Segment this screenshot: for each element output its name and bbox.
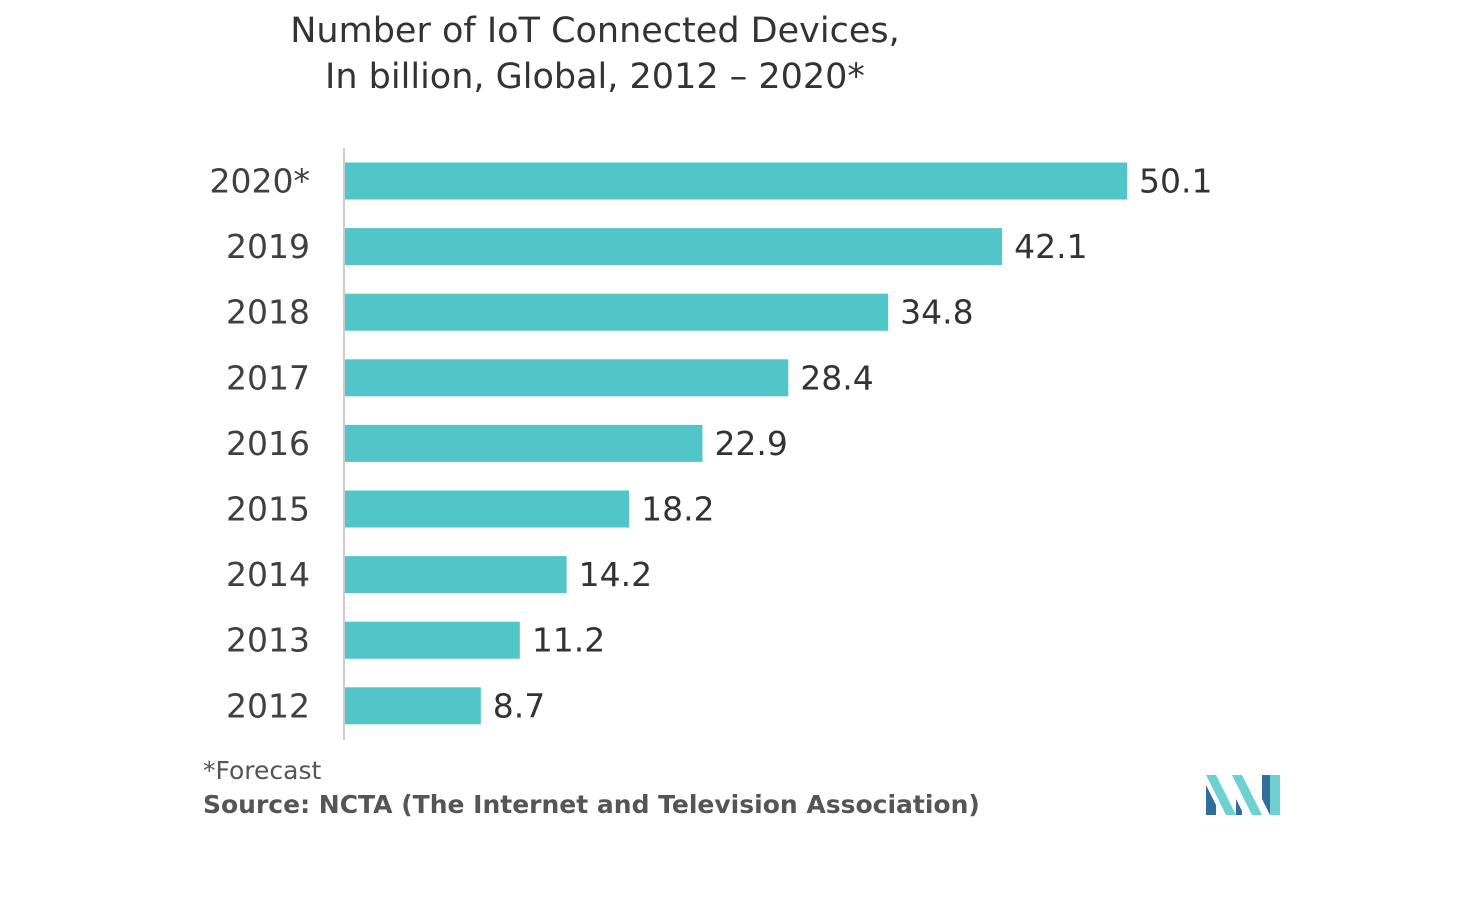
data-label: 8.7 bbox=[493, 686, 545, 725]
data-label: 34.8 bbox=[900, 293, 973, 332]
y-tick-label: 2014 bbox=[226, 555, 310, 594]
logo-shape-right bbox=[1262, 775, 1270, 815]
logo-shape-left bbox=[1206, 775, 1236, 815]
bar-2019 bbox=[345, 228, 1003, 266]
y-tick-label: 2015 bbox=[226, 490, 310, 529]
data-label: 28.4 bbox=[800, 358, 873, 397]
bar-2020 bbox=[345, 162, 1127, 200]
y-tick-label: 2018 bbox=[226, 293, 310, 332]
logo-shape-center-dark bbox=[1236, 799, 1242, 815]
y-tick-label: 2019 bbox=[226, 227, 310, 266]
chart-title-line-2: In billion, Global, 2012 – 2020* bbox=[325, 57, 865, 97]
data-label: 50.1 bbox=[1139, 162, 1212, 201]
data-label: 14.2 bbox=[579, 555, 652, 594]
bar-2015 bbox=[345, 490, 630, 528]
data-label: 18.2 bbox=[641, 490, 714, 529]
y-tick-label: 2013 bbox=[226, 621, 310, 660]
source-note: Source: NCTA (The Internet and Televisio… bbox=[203, 790, 980, 819]
logo-shape-mid-dark bbox=[1206, 785, 1216, 815]
y-tick-label: 2020* bbox=[210, 162, 310, 201]
logo-shape-center bbox=[1232, 775, 1262, 815]
data-label: 22.9 bbox=[714, 424, 787, 463]
mordor-intelligence-logo-icon bbox=[1206, 775, 1280, 815]
data-label: 11.2 bbox=[532, 621, 605, 660]
logo-shape-right-light bbox=[1270, 775, 1280, 815]
data-label: 42.1 bbox=[1014, 227, 1087, 266]
y-tick-label: 2012 bbox=[226, 686, 310, 725]
bar-2016 bbox=[345, 424, 703, 462]
chart-title-line-1: Number of IoT Connected Devices, bbox=[290, 11, 900, 51]
bar-2012 bbox=[345, 687, 481, 725]
y-tick-label: 2017 bbox=[226, 358, 310, 397]
chart-title: Number of IoT Connected Devices, In bill… bbox=[200, 8, 990, 100]
bar-2013 bbox=[345, 621, 520, 659]
y-tick-label: 2016 bbox=[226, 424, 310, 463]
bar-2014 bbox=[345, 556, 567, 594]
bar-2018 bbox=[345, 293, 889, 331]
forecast-footnote: *Forecast bbox=[203, 756, 322, 785]
bar-2017 bbox=[345, 359, 789, 397]
